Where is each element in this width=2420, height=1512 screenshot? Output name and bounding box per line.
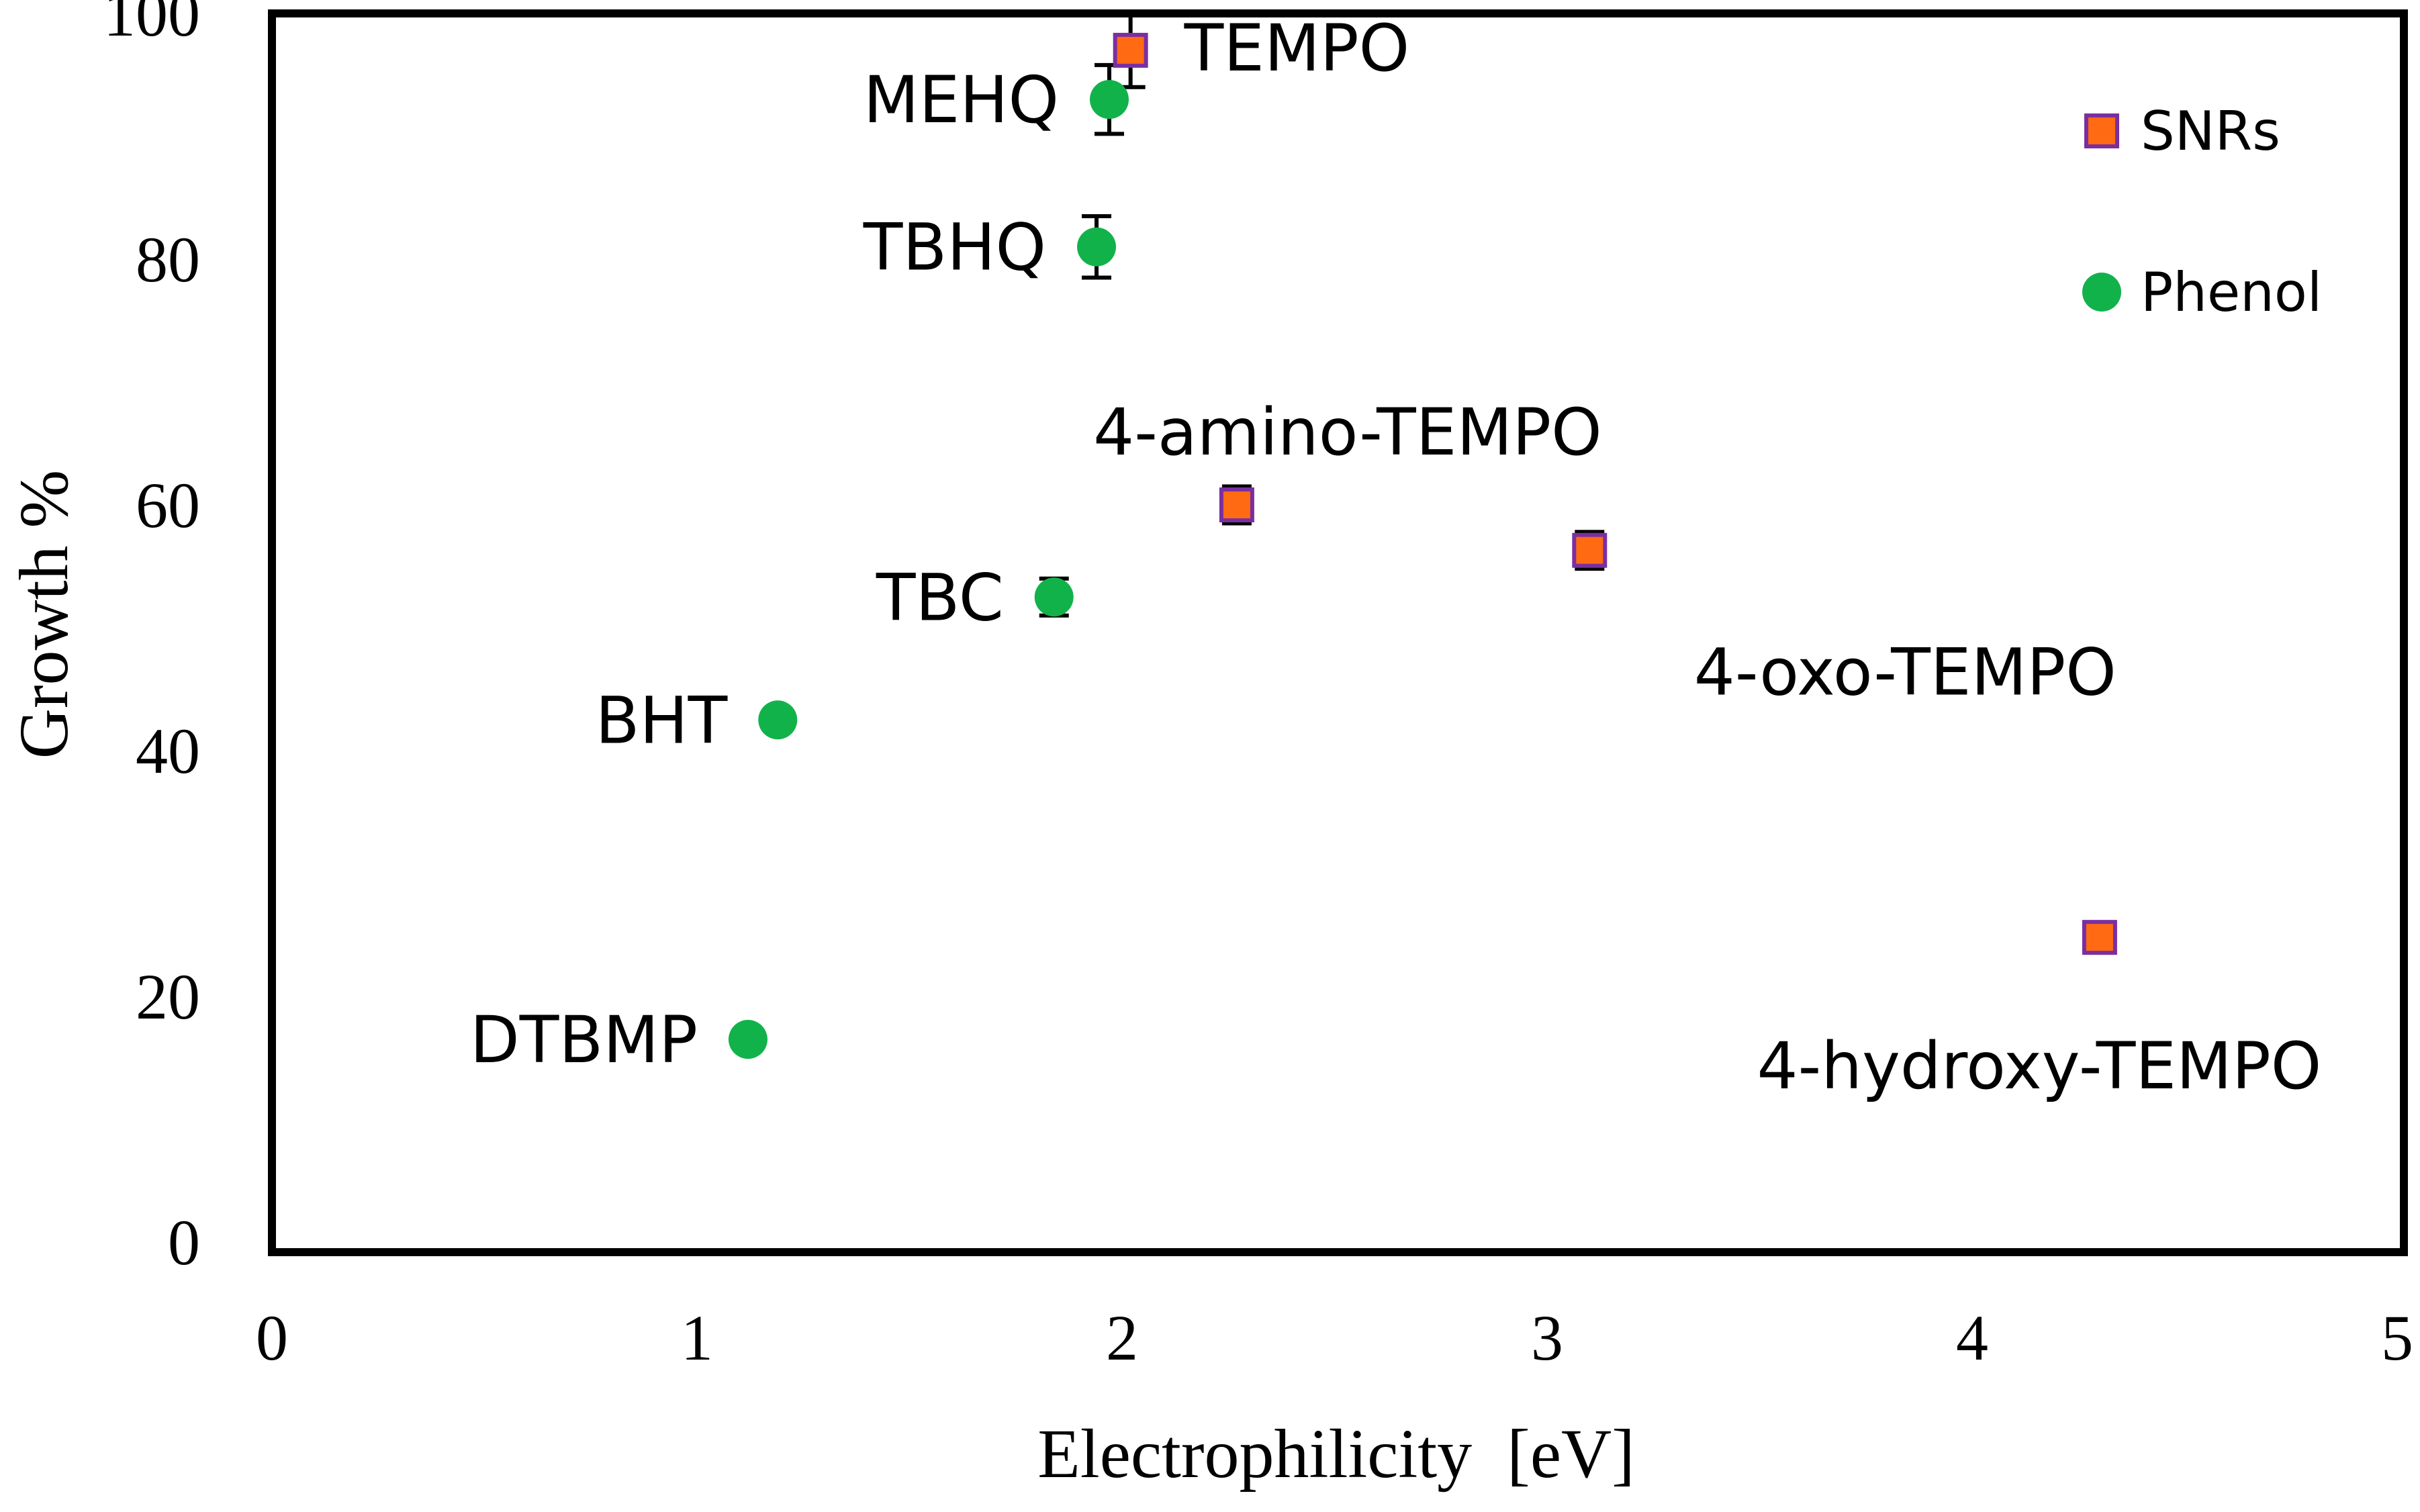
y-tick-label: 80 — [136, 224, 200, 295]
point-bht — [758, 700, 798, 740]
point-4-oxo-tempo — [1572, 532, 1608, 568]
y-axis-title: Growth % — [5, 470, 83, 759]
point-4-hydroxy-tempo — [2082, 920, 2117, 955]
point-label-tbc: TBC — [876, 560, 1004, 635]
point-label-mehq: MEHQ — [864, 62, 1059, 138]
data-points — [728, 32, 2117, 1059]
y-tick-label: 20 — [136, 961, 200, 1033]
point-label-bht: BHT — [596, 683, 728, 758]
y-tick-label: 60 — [136, 469, 200, 541]
x-tick-label: 2 — [1106, 1302, 1138, 1374]
legend-label-phenol: Phenol — [2141, 261, 2322, 324]
x-tick-label: 0 — [256, 1302, 288, 1374]
point-label-4-amino-tempo: 4-amino-TEMPO — [1093, 395, 1602, 470]
point-labels: TEMPO 4-amino-TEMPO 4-oxo-TEMPO 4-hydroxy-T… — [470, 11, 2321, 1104]
point-label-4-hydroxy-tempo: 4-hydroxy-TEMPO — [1757, 1029, 2322, 1104]
x-axis-title: Electrophilicity [eV] — [1037, 1415, 1634, 1493]
point-mehq — [1090, 80, 1129, 120]
point-label-tbhq: TBHQ — [863, 210, 1046, 285]
legend: SNRs Phenol — [2082, 100, 2322, 324]
point-4-amino-tempo — [1219, 487, 1254, 522]
x-tick-label: 4 — [1956, 1302, 1988, 1374]
point-label-dtbmp: DTBMP — [470, 1002, 698, 1078]
y-tick-label: 40 — [136, 715, 200, 787]
y-tick-label: 100 — [103, 0, 200, 50]
x-tick-label: 1 — [681, 1302, 713, 1374]
y-tick-label: 0 — [168, 1207, 200, 1278]
point-dtbmp — [728, 1020, 767, 1059]
x-tick-label: 5 — [2381, 1302, 2413, 1374]
point-label-4-oxo-tempo: 4-oxo-TEMPO — [1694, 635, 2116, 710]
plot-frame — [268, 9, 2408, 1256]
point-tbhq — [1077, 227, 1117, 267]
x-tick-label: 3 — [1531, 1302, 1563, 1374]
legend-marker-phenol — [2082, 273, 2121, 312]
legend-marker-snrs — [2084, 113, 2119, 148]
tick-labels: 0 1 2 3 4 5 0 20 40 60 80 100 — [103, 0, 2413, 1374]
legend-label-snrs: SNRs — [2141, 100, 2280, 162]
point-label-tempo: TEMPO — [1184, 11, 1410, 86]
point-tbc — [1034, 577, 1074, 617]
point-tempo — [1113, 32, 1148, 68]
